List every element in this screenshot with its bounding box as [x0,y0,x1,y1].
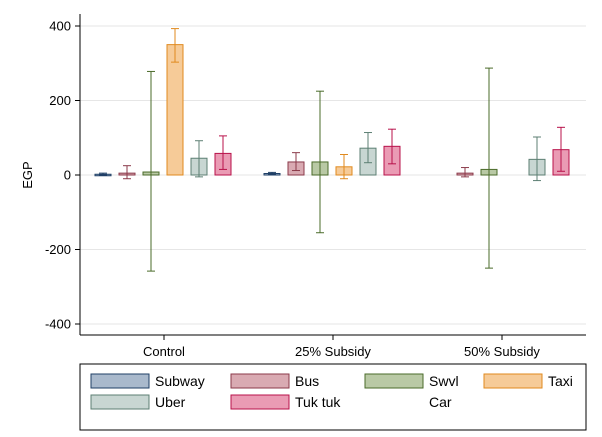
error-bar [557,126,565,172]
y-tick-label: 200 [49,93,71,108]
legend-swatch [364,394,424,410]
legend-label: Bus [295,373,319,389]
error-bar [219,135,227,170]
error-bar [171,28,179,63]
bars [94,44,570,177]
legend: Subway Bus Swvl Taxi Uber Tuk tuk Car [79,363,587,431]
error-bar [147,70,155,272]
error-bar [485,67,493,269]
legend-label: Car [429,394,452,410]
x-tick-label: 25% Subsidy [295,344,371,359]
legend-swatch [90,373,150,389]
x-tick-label: Control [143,344,185,359]
y-axis-label: EGP [20,161,35,188]
legend-label: Subway [155,373,205,389]
legend-label: Taxi [548,373,573,389]
error-bar [461,167,469,178]
y-tick-label: 400 [49,19,71,34]
error-bar [292,152,300,172]
error-bar [364,132,372,164]
legend-item-subway: Subway [90,373,205,389]
y-tick-label: -400 [45,317,71,332]
legend-item-uber: Uber [90,394,186,410]
legend-item-taxi: Taxi [483,373,573,389]
legend-item-tuk-tuk: Tuk tuk [230,394,341,410]
legend-swatch [483,373,543,389]
error-bar [316,90,324,234]
legend-item-bus: Bus [230,373,319,389]
legend-label: Swvl [429,373,459,389]
x-ticks: Control 25% Subsidy 50% Subsidy [143,335,540,359]
error-bar [123,165,131,180]
error-bars [99,28,565,272]
error-bar [195,140,203,178]
legend-item-car: Car [364,394,452,410]
error-bar [340,154,348,180]
legend-label: Tuk tuk [295,394,341,410]
legend-item-swvl: Swvl [364,373,459,389]
x-tick-label: 50% Subsidy [464,344,540,359]
legend-swatch [230,373,290,389]
bar-taxi [166,44,184,176]
legend-label: Uber [155,394,186,410]
error-bar [268,171,276,175]
y-tick-label: -200 [45,242,71,257]
error-bar [99,172,107,176]
y-ticks: -400 -200 0 200 400 [45,19,80,332]
error-bar [388,128,396,165]
error-bar [533,136,541,182]
grid [80,25,586,325]
legend-swatch [364,373,424,389]
y-tick-label: 0 [64,168,71,183]
legend-swatch [90,394,150,410]
legend-swatch [230,394,290,410]
